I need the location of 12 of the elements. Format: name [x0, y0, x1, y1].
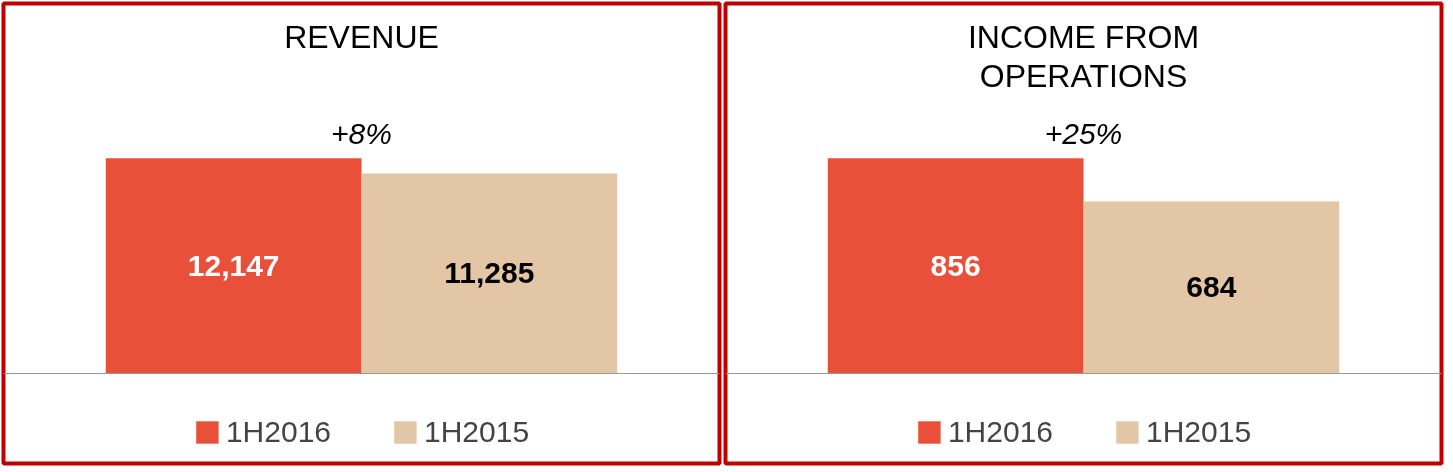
legend-label: 1H2015	[424, 415, 530, 449]
text: +8%	[331, 116, 392, 150]
data-label: 684	[1186, 270, 1237, 304]
legend-label: 1H2015	[1146, 415, 1252, 449]
chart-title: INCOME FROM OPERATIONS	[967, 18, 1200, 95]
chart-title: REVENUE	[284, 18, 439, 55]
data-label: 856	[930, 248, 981, 282]
text: +25%	[1044, 116, 1123, 150]
data-label: 11,285	[444, 256, 535, 290]
legend-label: 1H2016	[225, 415, 331, 449]
legend-label: 1H2016	[947, 415, 1053, 449]
data-label: 12,147	[187, 248, 280, 282]
